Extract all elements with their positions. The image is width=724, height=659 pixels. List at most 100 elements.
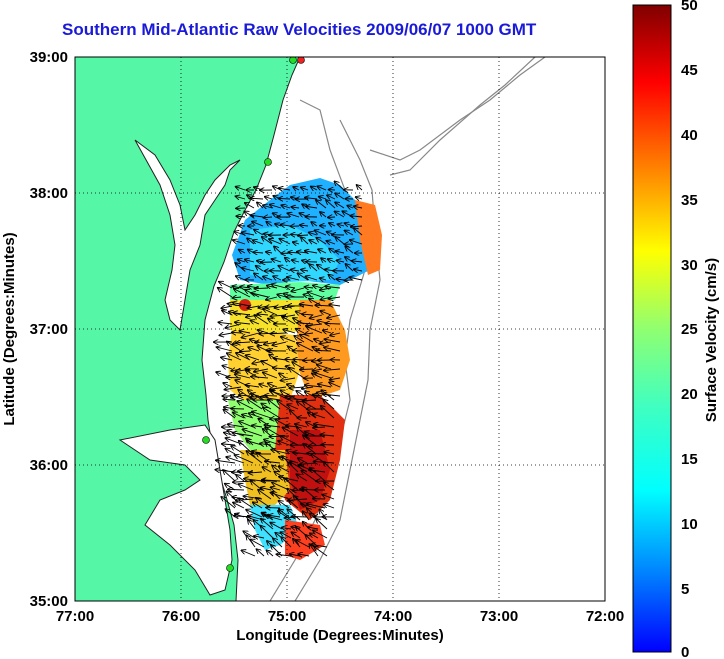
velocity-vector [280, 436, 299, 446]
velocity-vector [222, 444, 236, 445]
velocity-vector [245, 260, 255, 262]
velocity-vector [225, 387, 242, 390]
velocity-vector [234, 289, 251, 298]
velocity-vector [228, 489, 245, 490]
velocity-vector [278, 511, 292, 521]
colorbar-tick-label: 35 [681, 192, 698, 209]
velocity-vector [295, 424, 308, 427]
velocity-vector [236, 196, 246, 199]
colorbar-tick-label: 0 [681, 644, 689, 659]
velocity-vector [272, 284, 287, 289]
x-tick-label: 75:00 [268, 608, 306, 625]
velocity-vector [324, 347, 341, 352]
velocity-vector [246, 510, 263, 518]
y-tick-label: 38:00 [30, 185, 68, 202]
pamlico-sound [118, 424, 233, 596]
velocity-vector [310, 533, 319, 539]
velocity-vector [253, 240, 264, 245]
velocity-vector [329, 223, 336, 226]
x-tick-label: 76:00 [162, 608, 200, 625]
velocity-vector [300, 304, 314, 306]
velocity-vector [306, 206, 318, 208]
velocity-vector [278, 266, 291, 272]
velocity-vector [311, 222, 318, 226]
velocity-vector [287, 404, 299, 410]
velocity-vector [270, 205, 282, 208]
velocity-vector [287, 213, 300, 218]
velocity-vector [258, 490, 272, 500]
velocity-vector [261, 519, 274, 530]
y-tick-labels: 39:00 38:00 37:00 36:00 35:00 [30, 49, 68, 610]
bathymetry-contours [269, 57, 546, 601]
velocity-vector [249, 472, 263, 473]
velocity-vector [265, 197, 273, 199]
velocity-vector [352, 261, 363, 262]
velocity-vector [280, 532, 292, 539]
velocity-vector [328, 259, 336, 262]
velocity-vector [252, 222, 264, 227]
station-marker [264, 158, 272, 166]
velocity-vector [261, 404, 272, 410]
velocity-vector [349, 277, 363, 280]
velocity-vector [296, 474, 308, 482]
velocity-vector [252, 412, 272, 419]
velocity-vector [246, 451, 263, 464]
velocity-vector [323, 400, 335, 410]
velocity-vector [320, 311, 332, 316]
velocity-vector [324, 483, 335, 491]
colorbar-tick-label: 30 [681, 257, 698, 274]
velocity-vector [242, 268, 255, 271]
velocity-vector [335, 251, 345, 253]
velocity-vector [291, 207, 300, 208]
velocity-vector [246, 385, 260, 387]
velocity-vector [303, 360, 314, 361]
velocity-vector [254, 230, 264, 236]
velocity-vector [351, 226, 363, 227]
velocity-vector [321, 258, 326, 262]
velocity-vector [350, 240, 363, 245]
velocity-vector [236, 342, 251, 343]
velocity-vector [227, 353, 242, 361]
y-tick-label: 39:00 [30, 49, 68, 66]
velocity-vector [263, 276, 273, 280]
velocity-vector [316, 200, 327, 209]
velocity-vector [346, 264, 354, 272]
velocity-vector [266, 297, 278, 300]
velocity-vector [250, 215, 264, 217]
velocity-vector [319, 509, 328, 521]
map-title: Southern Mid-Atlantic Raw Velocities 200… [62, 20, 537, 39]
velocity-vector [329, 382, 341, 388]
velocity-vector [252, 425, 263, 427]
velocity-vector [278, 441, 290, 446]
velocity-vector [303, 435, 317, 446]
velocity-vector [219, 333, 233, 335]
velocity-vector [266, 222, 273, 226]
velocity-vector [334, 181, 345, 191]
velocity-vector [330, 378, 341, 380]
velocity-vector [223, 399, 236, 400]
colorbar [632, 4, 672, 653]
velocity-vector [218, 288, 233, 298]
velocity-vector [243, 429, 263, 437]
velocity-vector [300, 335, 314, 343]
velocity-vector [345, 247, 354, 254]
velocity-vector [271, 487, 281, 490]
velocity-vector [297, 343, 314, 352]
y-tick-label: 36:00 [30, 457, 68, 474]
velocity-vector [324, 369, 341, 370]
velocity-vector [236, 475, 245, 482]
colorbar-tick-label: 25 [681, 321, 698, 338]
velocity-vector [300, 369, 314, 370]
velocity-vector [281, 205, 291, 208]
velocity-vector [329, 297, 341, 299]
velocity-vector [268, 400, 281, 410]
velocity-vector [256, 266, 264, 272]
velocity-vector [291, 287, 305, 291]
velocity-vector [265, 395, 278, 396]
velocity-vector [254, 536, 265, 538]
velocity-vector [324, 339, 341, 342]
velocity-vector [306, 327, 323, 334]
velocity-vector [279, 501, 290, 509]
velocity-vector [320, 278, 327, 280]
